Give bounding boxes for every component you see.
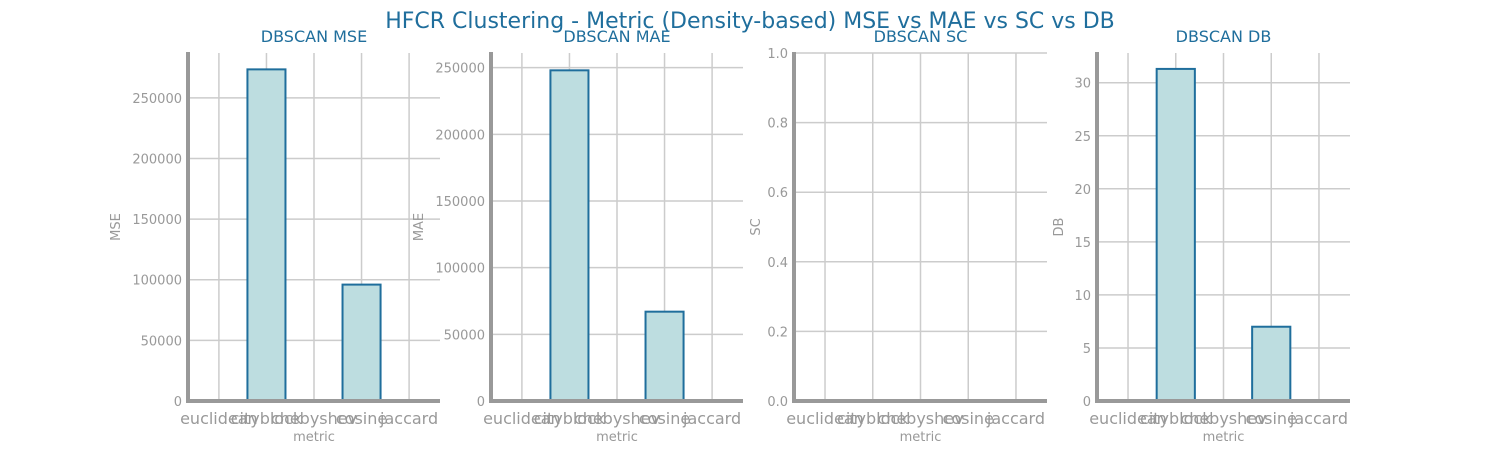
x-tick-label: jaccard <box>682 409 741 428</box>
y-tick-label: 0.6 <box>767 186 788 201</box>
y-tick-label: 25 <box>1074 130 1091 145</box>
y-axis-label: MSE <box>109 213 124 241</box>
y-tick-label: 0.0 <box>767 395 788 410</box>
subplot-sc: 0.0 0.2 0.4 0.6 0.8 1.0 euclideancityblockcheb… <box>749 27 1047 445</box>
y-tick-label: 100000 <box>132 274 182 289</box>
subplot-title: DBSCAN DB <box>1176 27 1272 46</box>
y-tick-label: 0.4 <box>767 256 788 271</box>
x-tick-label: chebyshev <box>877 409 963 428</box>
y-tick-label: 150000 <box>132 213 182 228</box>
subplot-mse: 050000100000150000200000250000euclideanc… <box>109 27 440 445</box>
x-axis-label: metric <box>596 430 638 445</box>
x-tick-label: cityblock <box>231 409 303 428</box>
subplot-db: 0 5 10 15 20 25 30 euclideancityblockchebyshevc… <box>1052 27 1350 445</box>
bar-cosine <box>1251 325 1292 403</box>
x-axis-label: metric <box>900 430 942 445</box>
subplot-title: DBSCAN MAE <box>563 27 670 46</box>
x-tick-label: cityblock <box>534 409 606 428</box>
bar-cityblock <box>1155 67 1196 402</box>
x-tick-label: euclidean <box>180 409 258 428</box>
bar-cosine <box>341 283 382 403</box>
y-tick-label: 30 <box>1074 77 1091 92</box>
y-tick-label: 0 <box>477 395 485 410</box>
y-tick-label: 0 <box>1083 395 1091 410</box>
subplot-mae: 050000100000150000200000250000euclideanc… <box>412 27 743 445</box>
bar-cityblock <box>549 69 590 402</box>
subplot-title: DBSCAN SC <box>874 27 968 46</box>
x-tick-label: jaccard <box>379 409 438 428</box>
y-tick-label: 0.2 <box>767 325 788 340</box>
x-tick-label: cosine <box>1246 409 1297 428</box>
y-axis-label: MAE <box>412 213 427 241</box>
y-tick-label: 250000 <box>132 92 182 107</box>
x-tick-label: cityblock <box>1140 409 1212 428</box>
bar-cityblock <box>246 68 287 403</box>
y-tick-label: 50000 <box>444 328 485 343</box>
x-tick-label: euclidean <box>1089 409 1167 428</box>
y-tick-label: 100000 <box>435 262 485 277</box>
x-axis-label: metric <box>293 430 335 445</box>
y-tick-label: 5 <box>1083 342 1091 357</box>
x-tick-label: cosine <box>639 409 690 428</box>
x-tick-label: cosine <box>943 409 994 428</box>
y-tick-label: 250000 <box>435 62 485 77</box>
y-tick-label: 20 <box>1074 183 1091 198</box>
figure-suptitle: HFCR Clustering - Metric (Density-based)… <box>385 9 1115 34</box>
y-tick-label: 15 <box>1074 236 1091 251</box>
y-axis-label: DB <box>1052 218 1067 237</box>
x-tick-label: jaccard <box>1289 409 1348 428</box>
x-tick-label: euclidean <box>483 409 561 428</box>
x-tick-label: chebyshev <box>1180 409 1266 428</box>
x-tick-label: chebyshev <box>574 409 660 428</box>
x-axis-label: metric <box>1203 430 1245 445</box>
x-tick-label: cityblock <box>837 409 909 428</box>
y-tick-label: 50000 <box>141 334 182 349</box>
y-tick-label: 150000 <box>435 195 485 210</box>
x-tick-label: chebyshev <box>271 409 357 428</box>
x-tick-label: cosine <box>336 409 387 428</box>
y-tick-label: 10 <box>1074 289 1091 304</box>
x-tick-label: euclidean <box>786 409 864 428</box>
y-axis-label: SC <box>749 218 764 235</box>
bar-cosine <box>644 310 685 402</box>
y-tick-label: 0.8 <box>767 117 788 132</box>
y-tick-label: 200000 <box>435 128 485 143</box>
y-tick-label: 1.0 <box>767 47 788 62</box>
y-tick-label: 0 <box>174 395 182 410</box>
y-tick-label: 200000 <box>132 152 182 167</box>
subplot-title: DBSCAN MSE <box>261 27 367 46</box>
subplots: 050000100000150000200000250000euclideanc… <box>109 27 1350 445</box>
x-tick-label: jaccard <box>986 409 1045 428</box>
